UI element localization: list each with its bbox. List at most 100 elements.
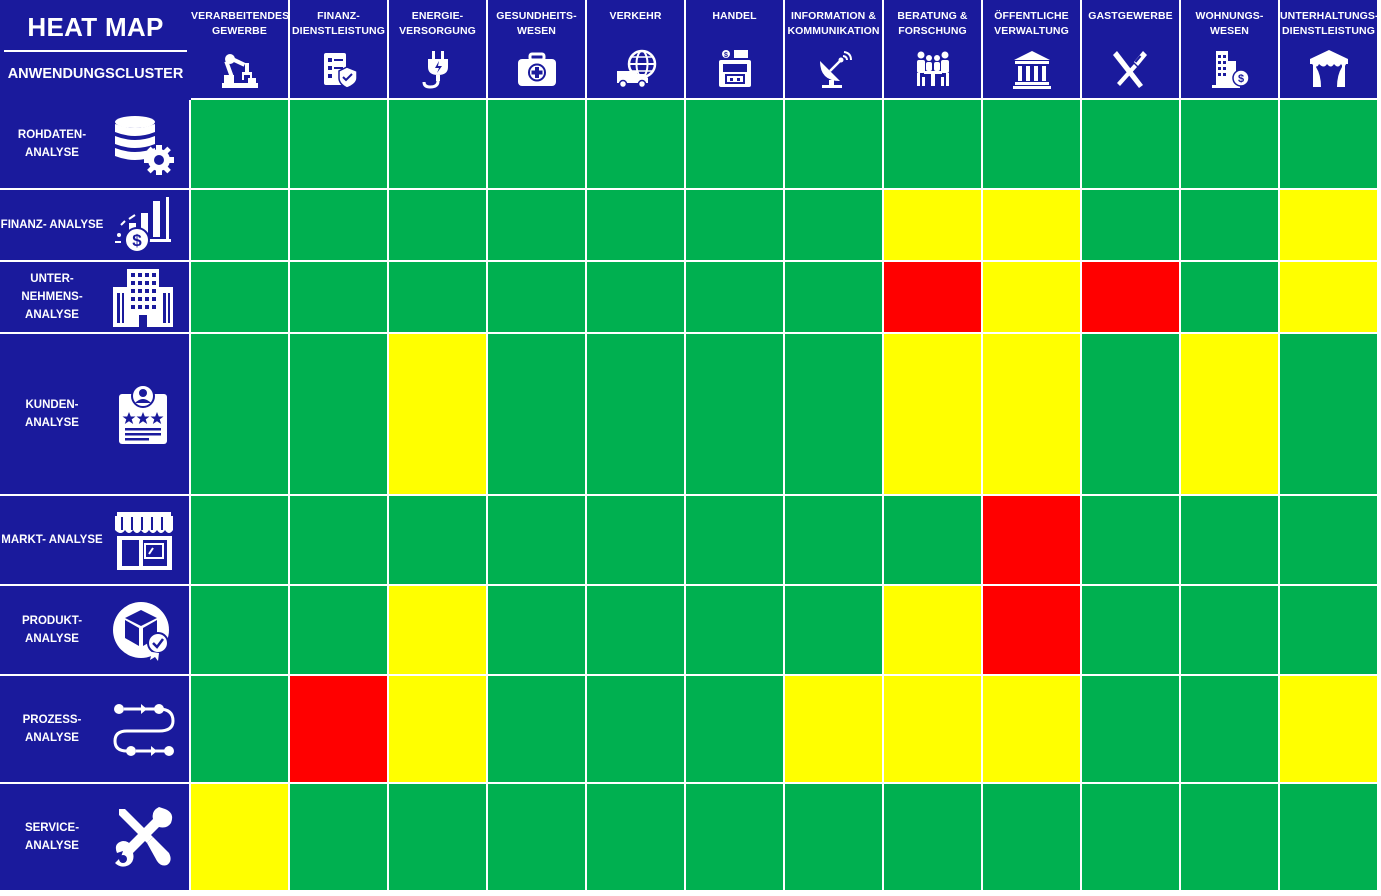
event-tent-icon [1307, 47, 1351, 91]
title-block: HEAT MAP ANWENDUNGSCLUSTER [0, 0, 191, 100]
wrench-screwdriver-icon [111, 805, 175, 869]
heatmap-cell-r2-c9 [983, 190, 1080, 260]
heatmap-cell-r3-c4 [488, 262, 585, 332]
row-header-kunden-analyse: KUNDEN- ANALYSE [0, 334, 189, 494]
heatmap-cell-r5-c2 [290, 496, 387, 584]
heatmap-cell-r4-c10 [1082, 334, 1179, 494]
column-header-wohnungs-wesen: WOHNUNGS- WESEN $ [1181, 0, 1278, 98]
row-header-label: UNTER- NEHMENS- ANALYSE [21, 273, 83, 321]
heatmap-cell-r3-c7 [785, 262, 882, 332]
heatmap-cell-r1-c3 [389, 100, 486, 188]
heatmap-cell-r7-c7 [785, 676, 882, 782]
heatmap-cell-r2-c1 [191, 190, 288, 260]
heatmap-cell-r1-c12 [1280, 100, 1377, 188]
heatmap-cell-r5-c4 [488, 496, 585, 584]
heatmap-cell-r2-c11 [1181, 190, 1278, 260]
heatmap-cell-r3-c9 [983, 262, 1080, 332]
column-header-verarbeitendes-gewerbe: VERARBEITENDES GEWERBE [191, 0, 290, 98]
first-aid-kit-icon [515, 47, 559, 91]
heatmap-cell-r8-c9 [983, 784, 1080, 890]
column-header-offentliche-verwaltung: ÖFFENTLICHE VERWALTUNG [983, 0, 1080, 98]
column-header-label: UNTERHALTUNGS- DIENSTLEISTUNG [1280, 10, 1379, 37]
row-header-service-analyse: SERVICE- ANALYSE [0, 784, 189, 890]
heatmap-cell-r4-c8 [884, 334, 981, 494]
column-header-label: INFORMATION & KOMMUNIKATION [787, 10, 880, 37]
svg-text:$: $ [132, 231, 142, 250]
heatmap-cell-r6-c9 [983, 586, 1080, 674]
office-building-icon [111, 265, 175, 329]
heatmap-cell-r7-c6 [686, 676, 783, 782]
row-header-label: SERVICE- ANALYSE [24, 822, 80, 852]
row-header-label: PRODUKT- ANALYSE [21, 615, 83, 645]
heatmap-cell-r6-c7 [785, 586, 882, 674]
storefront-icon [111, 508, 175, 572]
heatmap-cell-r6-c2 [290, 586, 387, 674]
satellite-dish-icon [812, 47, 856, 91]
heatmap-cell-r8-c11 [1181, 784, 1278, 890]
heatmap-cell-r8-c8 [884, 784, 981, 890]
heatmap-cell-r1-c8 [884, 100, 981, 188]
heatmap-cell-r4-c3 [389, 334, 486, 494]
heatmap-cell-r1-c5 [587, 100, 684, 188]
heatmap-cell-r5-c5 [587, 496, 684, 584]
heatmap-cell-r5-c9 [983, 496, 1080, 584]
meeting-people-icon [911, 47, 955, 91]
heatmap-cell-r8-c4 [488, 784, 585, 890]
heatmap-cell-r2-c6 [686, 190, 783, 260]
heatmap-cell-r8-c12 [1280, 784, 1377, 890]
heatmap-cell-r2-c8 [884, 190, 981, 260]
heatmap-cell-r2-c2 [290, 190, 387, 260]
row-header-label: PROZESS- ANALYSE [22, 714, 82, 744]
heatmap-cell-r4-c12 [1280, 334, 1377, 494]
heatmap-cell-r1-c7 [785, 100, 882, 188]
heatmap-cell-r7-c5 [587, 676, 684, 782]
heatmap-cell-r6-c3 [389, 586, 486, 674]
heatmap-cell-r6-c1 [191, 586, 288, 674]
column-header-gastgewerbe: GASTGEWERBE [1082, 0, 1179, 98]
column-header-label: ÖFFENTLICHE VERWALTUNG [994, 10, 1069, 37]
heatmap-cell-r2-c12 [1280, 190, 1377, 260]
database-gear-icon [111, 112, 175, 176]
heatmap-cell-r4-c5 [587, 334, 684, 494]
row-header-label: FINANZ- ANALYSE [0, 219, 104, 231]
heatmap-cell-r4-c1 [191, 334, 288, 494]
row-header-label: MARKT- ANALYSE [1, 534, 103, 546]
heatmap-cell-r3-c5 [587, 262, 684, 332]
column-header-finanz-dienstleistung: FINANZ- DIENSTLEISTUNG [290, 0, 387, 98]
heatmap-cell-r6-c11 [1181, 586, 1278, 674]
customer-rating-card-icon [111, 382, 175, 446]
column-header-label: FINANZ- DIENSTLEISTUNG [292, 10, 385, 37]
heatmap-cell-r6-c5 [587, 586, 684, 674]
heatmap-cell-r6-c6 [686, 586, 783, 674]
product-box-check-icon [111, 598, 175, 662]
heatmap-cell-r4-c7 [785, 334, 882, 494]
heatmap-cell-r8-c2 [290, 784, 387, 890]
column-header-label: VERARBEITENDES GEWERBE [191, 10, 290, 37]
heatmap-cell-r8-c5 [587, 784, 684, 890]
heatmap-cell-r7-c10 [1082, 676, 1179, 782]
buildings-money-icon: $ [1208, 47, 1252, 91]
heatmap-cell-r6-c10 [1082, 586, 1179, 674]
heatmap-cell-r3-c10 [1082, 262, 1179, 332]
heatmap-cell-r7-c1 [191, 676, 288, 782]
heatmap-cell-r3-c2 [290, 262, 387, 332]
column-header-label: VERKEHR [609, 10, 662, 22]
heatmap-cell-r4-c6 [686, 334, 783, 494]
heatmap-cell-r5-c8 [884, 496, 981, 584]
row-header-rohdaten-analyse: ROHDATEN- ANALYSE [0, 100, 189, 188]
heatmap-cell-r2-c7 [785, 190, 882, 260]
heatmap-cell-r2-c4 [488, 190, 585, 260]
column-header-label: ENERGIE- VERSORGUNG [399, 10, 476, 37]
heatmap-cell-r5-c7 [785, 496, 882, 584]
column-header-handel: HANDEL $ [686, 0, 783, 98]
row-header-label: KUNDEN- ANALYSE [25, 399, 79, 429]
row-axis-label: ANWENDUNGSCLUSTER [7, 66, 184, 82]
heatmap-cell-r4-c11 [1181, 334, 1278, 494]
heatmap-cell-r7-c8 [884, 676, 981, 782]
column-header-label: GESUNDHEITS- WESEN [496, 10, 577, 37]
column-header-label: GASTGEWERBE [1088, 10, 1173, 22]
heatmap-cell-r8-c1 [191, 784, 288, 890]
row-header-markt-analyse: MARKT- ANALYSE [0, 496, 189, 584]
industrial-robot-icon [218, 47, 262, 91]
